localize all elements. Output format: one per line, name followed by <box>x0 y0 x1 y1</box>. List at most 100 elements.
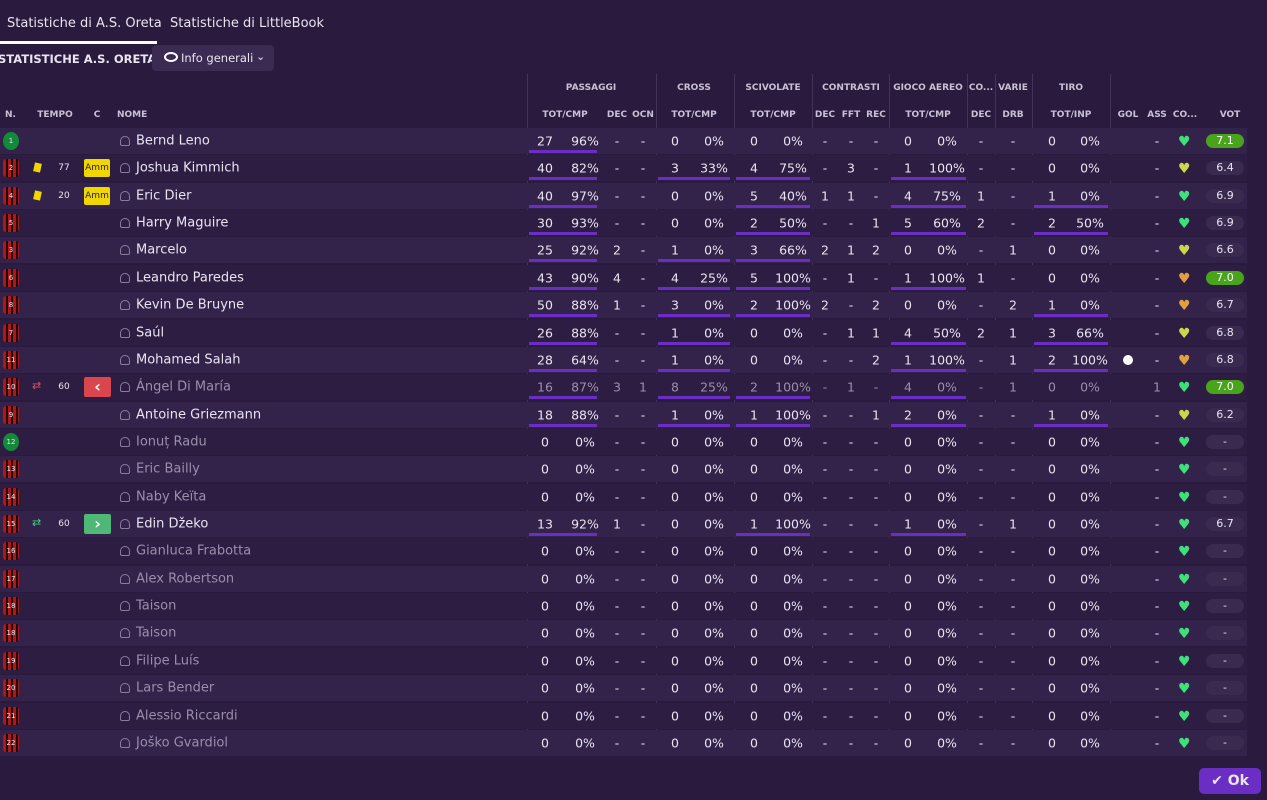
stat-bar <box>736 396 810 400</box>
player-name[interactable]: Antoine Griezmann <box>136 407 262 423</box>
cell: 0% <box>783 352 803 368</box>
cell: - <box>1010 735 1016 751</box>
shirt-icon <box>3 378 19 397</box>
table-row[interactable] <box>0 647 1247 674</box>
rating: 7.1 <box>1206 134 1244 148</box>
stat-bar <box>736 286 810 290</box>
tab[interactable]: Statistiche di A.S. Oreta <box>7 16 162 31</box>
cell: 1 <box>821 188 829 204</box>
cell: - <box>978 625 984 641</box>
player-name[interactable]: Taison <box>136 625 177 641</box>
table-row[interactable] <box>0 319 1247 346</box>
player-name[interactable]: Gianluca Frabotta <box>136 543 252 559</box>
player-name[interactable]: Joško Gvardiol <box>136 735 228 751</box>
cell: 43 <box>537 270 553 286</box>
player-name[interactable]: Eric Bailly <box>136 461 200 477</box>
shirt-number: 15 <box>6 520 16 529</box>
cell: 0 <box>904 461 912 477</box>
cell: 25% <box>700 270 728 286</box>
table-row[interactable] <box>0 729 1247 756</box>
cell: - <box>873 516 879 532</box>
table-row[interactable] <box>0 264 1247 291</box>
player-name[interactable]: Filipe Luís <box>136 653 200 669</box>
table-row[interactable] <box>0 538 1247 565</box>
table-row[interactable] <box>0 292 1247 319</box>
cell: - <box>978 434 984 450</box>
player-name[interactable]: Eric Dier <box>136 188 192 204</box>
table-row[interactable] <box>0 182 1247 209</box>
chevron: ⌄ <box>256 50 266 63</box>
column-header: NOME <box>117 110 148 120</box>
table-row[interactable] <box>0 210 1247 237</box>
cell: 0 <box>541 625 549 641</box>
cell: - <box>1154 735 1160 751</box>
table-row[interactable] <box>0 237 1247 264</box>
table-row[interactable] <box>0 675 1247 702</box>
player-name[interactable]: Alessio Riccardi <box>136 708 238 724</box>
table-row[interactable] <box>0 702 1247 729</box>
table-row[interactable] <box>0 428 1247 455</box>
player-icon <box>120 655 130 666</box>
player-name[interactable]: Joshua Kimmich <box>136 160 240 176</box>
cell: 33% <box>700 160 728 176</box>
group-header: CROSS <box>677 83 711 93</box>
dropdown[interactable]: Info generali ⌄ <box>152 45 274 71</box>
table-row[interactable] <box>0 346 1247 373</box>
player-icon <box>120 436 130 447</box>
player-name[interactable]: Saúl <box>136 325 165 341</box>
table-row[interactable] <box>0 456 1247 483</box>
cell: 1 <box>904 160 912 176</box>
cell: 0 <box>671 133 679 149</box>
player-name[interactable]: Naby Keïta <box>136 489 207 505</box>
cell: - <box>822 516 828 532</box>
table-row[interactable] <box>0 155 1247 182</box>
rating: 6.6 <box>1206 243 1244 258</box>
player-name[interactable]: Ionuț Radu <box>136 434 207 450</box>
table-row[interactable] <box>0 374 1247 401</box>
player-name[interactable]: Kevin De Bruyne <box>136 297 245 313</box>
table-row[interactable] <box>0 565 1247 592</box>
cell: - <box>614 708 620 724</box>
column-header: CO... <box>1172 110 1198 120</box>
cell: - <box>822 434 828 450</box>
cell: 0 <box>904 598 912 614</box>
shirt-number: 9 <box>8 410 14 419</box>
cell: 30 <box>537 215 553 231</box>
cell: 100% <box>775 297 811 313</box>
cell: - <box>978 653 984 669</box>
cell: 0% <box>937 625 957 641</box>
player-name[interactable]: Ángel Di María <box>136 379 231 395</box>
table-row[interactable] <box>0 593 1247 620</box>
player-name[interactable]: Lars Bender <box>136 680 215 696</box>
player-name[interactable]: Harry Maguire <box>136 215 229 231</box>
sub-badge: ‹ <box>84 377 111 398</box>
table-row[interactable] <box>0 511 1247 538</box>
player-name[interactable]: Alex Robertson <box>136 571 235 587</box>
player-name[interactable]: Marcelo <box>136 242 187 258</box>
player-name[interactable]: Edin Džeko <box>136 516 209 532</box>
player-name[interactable]: Leandro Paredes <box>136 270 244 286</box>
cell: 0 <box>1048 543 1056 559</box>
ok-button[interactable]: ✔ Ok <box>1199 768 1261 794</box>
table-row[interactable] <box>0 620 1247 647</box>
cell: 0% <box>937 297 957 313</box>
cell: 0% <box>937 598 957 614</box>
cell: 2 <box>750 379 758 395</box>
table-row[interactable] <box>0 483 1247 510</box>
cell: - <box>822 270 828 286</box>
cell: - <box>1010 571 1016 587</box>
cell: - <box>640 434 646 450</box>
player-name[interactable]: Bernd Leno <box>136 133 210 149</box>
cell: 0 <box>904 653 912 669</box>
cell: 8 <box>671 379 679 395</box>
table-row[interactable] <box>0 128 1247 154</box>
cell: - <box>1010 160 1016 176</box>
cell: - <box>978 489 984 505</box>
cell: 0 <box>750 489 758 505</box>
tab[interactable]: Statistiche di LittleBook <box>170 16 325 31</box>
condition-heart: ♥ <box>1178 352 1191 369</box>
table-row[interactable] <box>0 401 1247 428</box>
player-name[interactable]: Taison <box>136 598 177 614</box>
player-name[interactable]: Mohamed Salah <box>136 352 241 368</box>
player-icon <box>120 136 130 146</box>
